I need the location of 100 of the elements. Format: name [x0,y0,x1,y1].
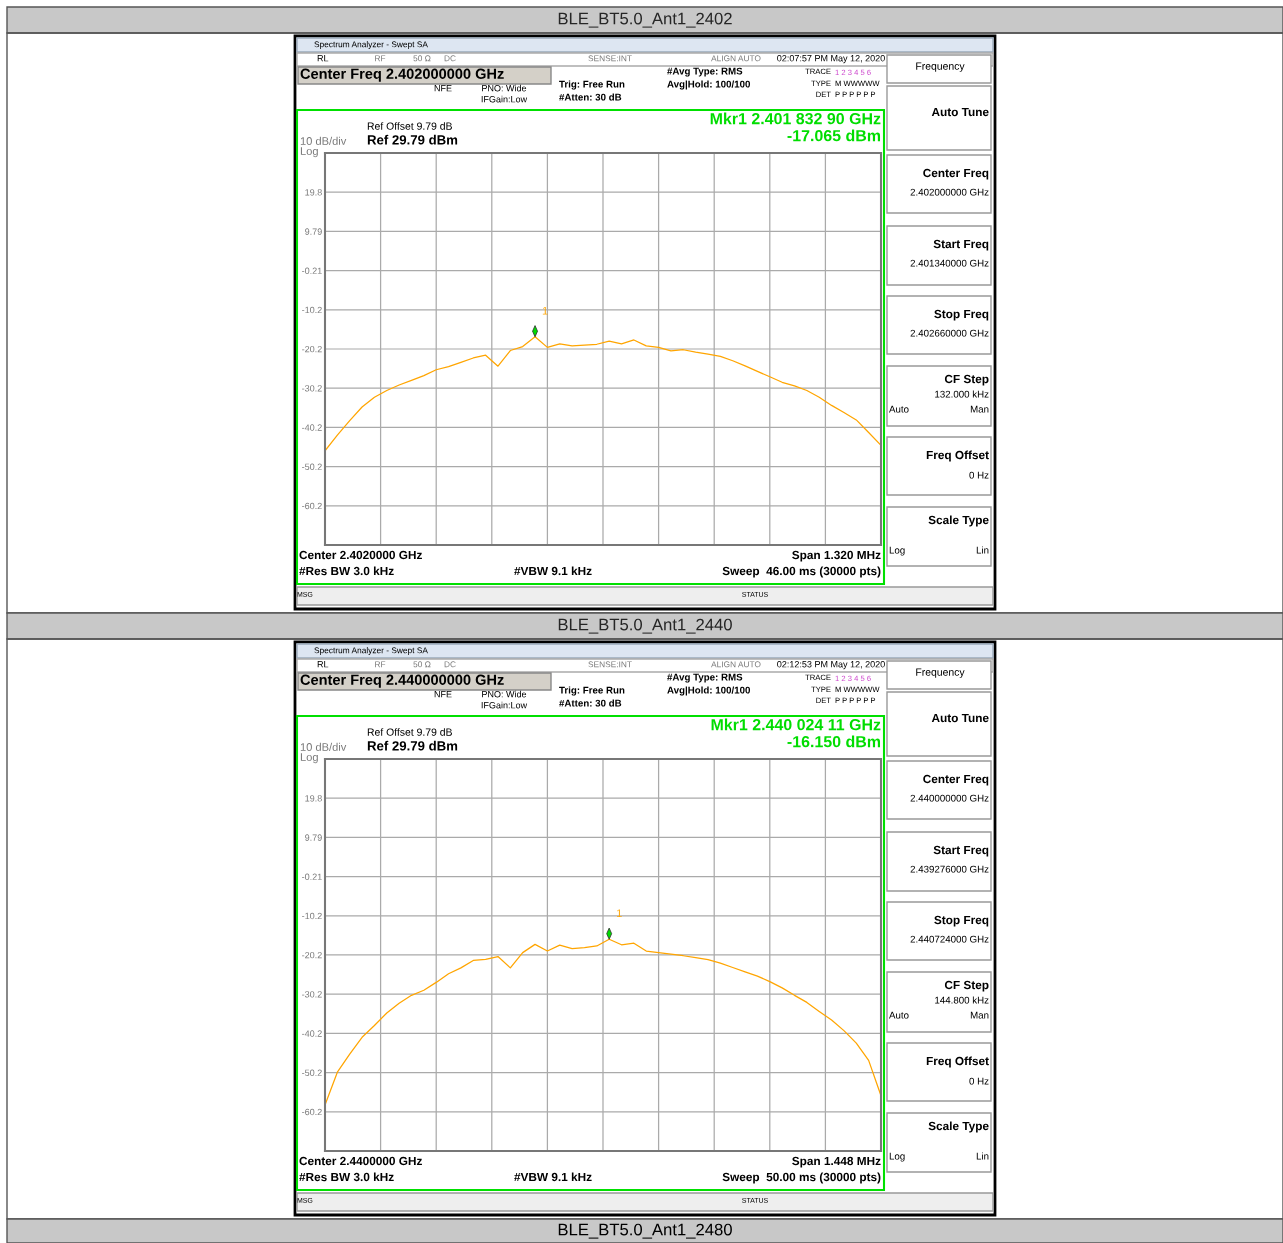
text: RF [375,661,386,668]
text: Scale Type [928,515,989,527]
text: Man [970,1011,989,1019]
text: Ref 29.79 dBm [367,740,458,751]
text: DC [444,55,456,62]
text: Auto Tune [931,713,989,723]
y-tick-label: -40.2 [302,424,322,431]
y-tick-label: -0.21 [302,873,322,880]
text: Ref Offset 9.79 dB [367,728,452,736]
text: 0 Hz [969,1077,989,1085]
text: 144.800 kHz [935,996,989,1004]
text: Ref Offset 9.79 dB [367,122,452,130]
text: Freq Offset [926,450,989,462]
text: Avg|Hold: 100/100 [667,80,751,90]
text: PNO: Wide [482,690,527,698]
text: 10 dB/div [300,136,347,145]
text: Auto [889,405,909,413]
text: #VBW 9.1 kHz [514,566,592,576]
text: Start Freq [933,845,989,857]
text: 2.439276000 GHz [910,865,989,873]
text: Span 1.320 MHz [792,550,881,562]
text: 0 Hz [969,471,989,479]
text: Man [970,405,989,413]
text: Freq Offset [926,1056,989,1068]
text: Center Freq [923,168,989,180]
text: SENSE:INT [588,661,632,668]
text: Trig: Free Run [559,80,625,90]
text: RF [375,55,386,62]
text: Center Freq 2.440000000 GHz [300,674,504,688]
text: -16.150 dBm [787,735,881,748]
y-tick-label: -0.21 [302,267,322,274]
text: RL [317,661,329,668]
text: Log [889,546,905,556]
text: #Res BW 3.0 kHz [299,1172,394,1182]
y-tick-label: 9.79 [305,228,322,235]
text: BLE_BT5.0_Ant1_2480 [558,1223,732,1239]
text: IFGain:Low [481,95,528,103]
text: Scale Type [928,1121,989,1133]
y-tick-label: -60.2 [302,1108,322,1116]
text: Stop Freq [934,915,989,927]
text: Auto [889,1011,909,1019]
text: Mkr1 2.440 024 11 GHz [711,718,881,731]
text: ALIGN AUTO [711,55,761,62]
text: #Atten: 30 dB [559,93,622,101]
y-tick-label: -30.2 [302,991,322,998]
text: Stop Freq [934,309,989,321]
text: Span 1.448 MHz [792,1156,881,1168]
text: 02:07:57 PM May 12, 2020 [777,55,885,64]
text: Center Freq 2.402000000 GHz [300,68,504,82]
text: Start Freq [933,239,989,251]
text: Log [300,147,318,158]
text: DC [444,661,456,668]
text: SENSE:INT [588,55,632,62]
y-tick-label: -60.2 [302,502,322,510]
annotation: 1 [616,909,622,918]
text: Ref 29.79 dBm [367,134,458,145]
text: Log [300,753,318,764]
y-tick-label: -50.2 [302,463,322,470]
annotation: 1 [542,306,548,315]
text: 10 dB/div [300,742,347,751]
text: 50 Ω [413,661,431,668]
text: #Res BW 3.0 kHz [299,566,394,576]
text: Frequency [916,62,965,72]
y-tick-label: -10.2 [302,912,322,920]
text: Trig: Free Run [559,686,625,696]
text: 50 Ω [413,55,431,62]
text: #Avg Type: RMS [667,673,743,683]
text: PNO: Wide [482,84,527,92]
text: Log [889,1152,905,1162]
y-tick-label: -20.2 [302,951,322,959]
text: Spectrum Analyzer - Swept SA [314,41,428,49]
text: Spectrum Analyzer - Swept SA [314,647,428,655]
text: 2.440000000 GHz [910,794,989,802]
text: #VBW 9.1 kHz [514,1172,592,1182]
y-tick-label: 9.79 [305,834,322,841]
y-tick-label: -10.2 [302,306,322,314]
text: Sweep 46.00 ms (30000 pts) [722,566,881,578]
text: Center Freq [923,774,989,786]
text: 2.402000000 GHz [910,188,989,196]
text: RL [317,55,329,62]
y-tick-label: 19.8 [305,795,322,802]
y-tick-label: -20.2 [302,345,322,353]
text: IFGain:Low [481,701,528,709]
y-tick-label: -30.2 [302,385,322,392]
text: NFE [434,85,452,92]
y-tick-label: -50.2 [302,1069,322,1076]
text: Sweep 50.00 ms (30000 pts) [722,1172,881,1184]
text: 132.000 kHz [935,390,989,398]
text: NFE [434,691,452,698]
text: Frequency [916,668,965,678]
text: Lin [976,1152,989,1160]
text: CF Step [944,374,989,386]
text: ALIGN AUTO [711,661,761,668]
text: Lin [976,546,989,554]
text: Mkr1 2.401 832 90 GHz [710,112,881,125]
text: Center 2.4020000 GHz [299,550,422,560]
text: #Avg Type: RMS [667,67,743,77]
chart-title: BLE_BT5.0_Ant1_2402 [558,12,732,28]
text: Avg|Hold: 100/100 [667,686,751,696]
text: -17.065 dBm [787,129,881,142]
